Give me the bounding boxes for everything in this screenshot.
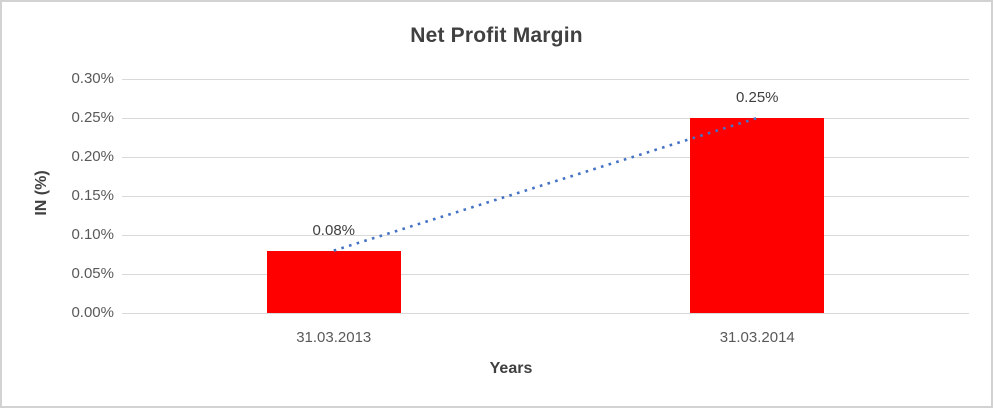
gridline — [122, 78, 969, 80]
y-tick-label: 0.05% — [71, 265, 114, 282]
gridline — [122, 117, 969, 119]
y-tick-label: 0.10% — [71, 226, 114, 243]
gridline — [122, 273, 969, 275]
y-tick-label: 0.00% — [71, 304, 114, 321]
bar-data-label: 0.08% — [312, 221, 356, 239]
x-tick-label: 31.03.2014 — [719, 329, 795, 346]
bar — [690, 118, 825, 313]
gridline — [122, 312, 969, 314]
bar-data-label: 0.25% — [735, 89, 779, 106]
gridline — [122, 195, 969, 197]
x-tick-label: 31.03.2013 — [296, 329, 372, 346]
x-axis-title: Years — [489, 360, 533, 377]
y-tick-label: 0.15% — [71, 187, 114, 204]
gridline — [122, 234, 969, 236]
bar — [266, 250, 401, 313]
chart-title: Net Profit Margin — [410, 24, 583, 47]
y-tick-label: 0.25% — [71, 109, 114, 126]
y-tick-label: 0.30% — [71, 70, 114, 87]
y-tick-label: 0.20% — [71, 148, 114, 165]
gridline — [122, 156, 969, 158]
